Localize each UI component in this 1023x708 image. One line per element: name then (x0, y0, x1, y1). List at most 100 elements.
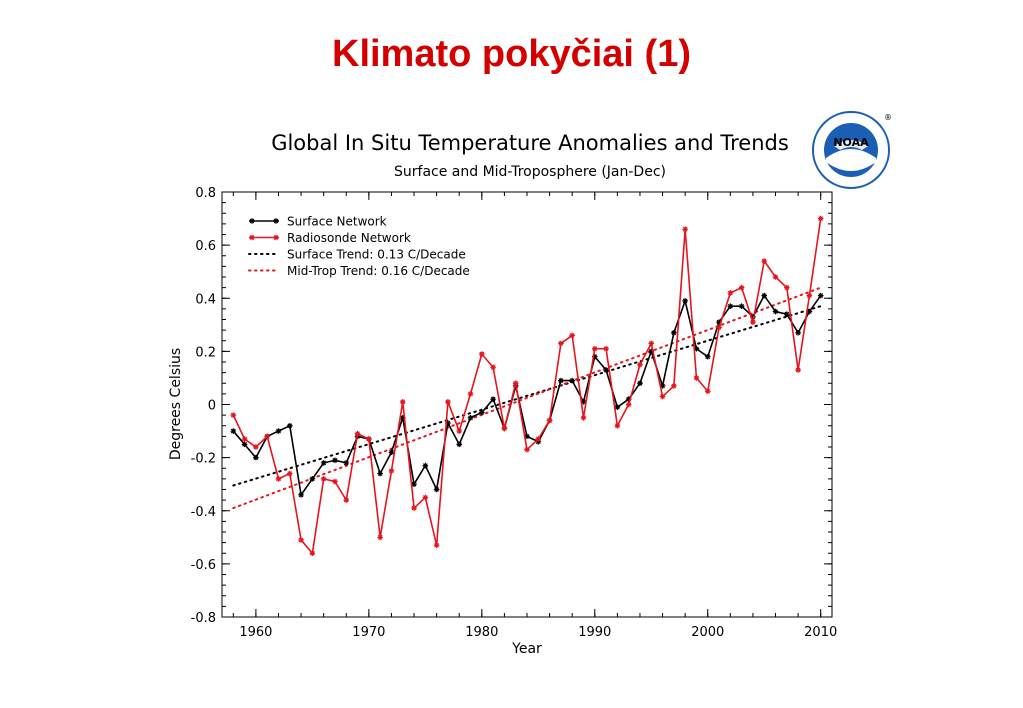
y-tick-label: 0.4 (195, 292, 216, 307)
noaa-logo: NOAA ® (812, 111, 892, 189)
surface-data-point (716, 319, 722, 325)
radiosonde-data-point (546, 417, 553, 424)
surface-data-point (490, 396, 496, 402)
y-tick-label: -0.8 (191, 611, 216, 626)
surface-data-point (772, 308, 779, 315)
series-lines (230, 215, 824, 557)
y-tick-label: -0.4 (191, 505, 216, 520)
radiosonde-data-point (750, 319, 756, 325)
radiosonde-data-point (772, 274, 779, 280)
radiosonde-data-point (806, 292, 813, 299)
radiosonde-data-point (591, 345, 598, 352)
radiosonde-data-point (693, 375, 700, 381)
radiosonde-data-point (671, 383, 677, 389)
surface-data-point (806, 308, 813, 315)
surface-data-point (671, 329, 677, 336)
radiosonde-data-point (682, 226, 688, 232)
surface-data-point (286, 422, 293, 429)
radiosonde-data-point (399, 399, 406, 405)
surface-data-point (433, 486, 440, 493)
x-tick-label: 1980 (465, 625, 498, 640)
radiosonde-data-point (501, 425, 508, 432)
surface-data-point (784, 311, 790, 317)
legend-label-surface-trend: Surface Trend: 0.13 C/Decade (287, 248, 466, 262)
x-tick-label: 1990 (578, 625, 611, 640)
radiosonde-data-point (241, 436, 248, 442)
slide-title: Klimato pokyčiai (1) (332, 33, 691, 75)
surface-data-point (693, 345, 700, 352)
surface-data-point (761, 292, 768, 299)
surface-data-point (377, 470, 383, 477)
radiosonde-data-point (817, 215, 824, 222)
radiosonde-data-point (535, 436, 542, 442)
radiosonde-data-point (614, 422, 621, 429)
chart-title: Global In Situ Temperature Anomalies and… (271, 131, 789, 155)
radiosonde-data-point (264, 433, 270, 440)
radiosonde-data-point (512, 380, 519, 387)
surface-data-point (230, 428, 237, 434)
x-axis-label: Year (511, 641, 542, 657)
radiosonde-data-point (433, 542, 440, 549)
surface-data-point (524, 433, 530, 440)
surface-data-point (298, 492, 304, 498)
surface-data-point (591, 353, 598, 360)
registered-mark: ® (884, 113, 892, 122)
radiosonde-data-point (761, 258, 768, 264)
surface-data-point (332, 457, 338, 464)
radiosonde-data-point (479, 351, 485, 357)
surface-data-point (320, 460, 327, 466)
radiosonde-data-point (354, 430, 361, 437)
surface-data-point (738, 303, 745, 310)
legend-marker-radiosonde (249, 234, 279, 241)
surface-data-point (479, 409, 485, 416)
radiosonde-data-point (286, 470, 293, 477)
y-tick-label: 0.8 (195, 186, 216, 201)
y-tick-label: 0.6 (195, 239, 216, 254)
surface-data-point (309, 476, 316, 482)
legend: Surface Network Radiosonde Network Surface… (248, 215, 470, 278)
trend-lines (232, 286, 822, 510)
surface-data-point (241, 441, 248, 448)
radiosonde-data-point (253, 444, 259, 450)
y-tick-label: 0.2 (195, 345, 216, 360)
y-tick-label: 0 (208, 399, 216, 414)
radiosonde-data-point (580, 414, 587, 421)
radiosonde-data-point (309, 550, 316, 557)
radiosonde-data-point (320, 476, 327, 482)
surface-data-point (580, 399, 587, 405)
surface-trend-line (232, 305, 822, 487)
radiosonde-data-point (784, 284, 790, 291)
radiosonde-data-point (795, 367, 801, 373)
radiosonde-data-point (648, 340, 655, 347)
surface-data-point (682, 298, 688, 304)
radiosonde-data-point (738, 284, 745, 291)
surface-data-point (750, 314, 756, 320)
surface-data-point (399, 414, 406, 421)
surface-data-point (625, 396, 632, 402)
radiosonde-data-point (490, 364, 496, 371)
surface-data-point (637, 380, 643, 387)
y-tick-labels: 0.8 0.6 0.4 0.2 0 -0.2 -0.4 -0.6 -0.8 (191, 186, 216, 626)
chart-subtitle: Surface and Mid-Troposphere (Jan-Dec) (394, 164, 666, 180)
radiosonde-data-point (366, 436, 372, 442)
radiosonde-data-point (343, 497, 350, 503)
surface-data-point (659, 383, 666, 389)
surface-data-point (614, 404, 621, 410)
axis-ticks (222, 191, 832, 618)
surface-data-point (727, 303, 734, 310)
radiosonde-data-point (456, 428, 463, 434)
surface-data-point (253, 454, 259, 461)
radiosonde-data-point (332, 478, 338, 485)
surface-data-point (603, 367, 609, 373)
surface-data-point (411, 481, 417, 487)
x-tick-labels: 1960 1970 1980 1990 2000 2010 (239, 625, 837, 640)
surface-data-point (456, 441, 463, 448)
radiosonde-data-point (411, 505, 417, 511)
surface-data-point (467, 414, 474, 421)
surface-data-point (388, 449, 395, 456)
radiosonde-data-point (377, 534, 383, 541)
radiosonde-data-point (298, 537, 304, 543)
radiosonde-data-point (727, 290, 734, 296)
y-tick-label: -0.2 (191, 452, 216, 467)
